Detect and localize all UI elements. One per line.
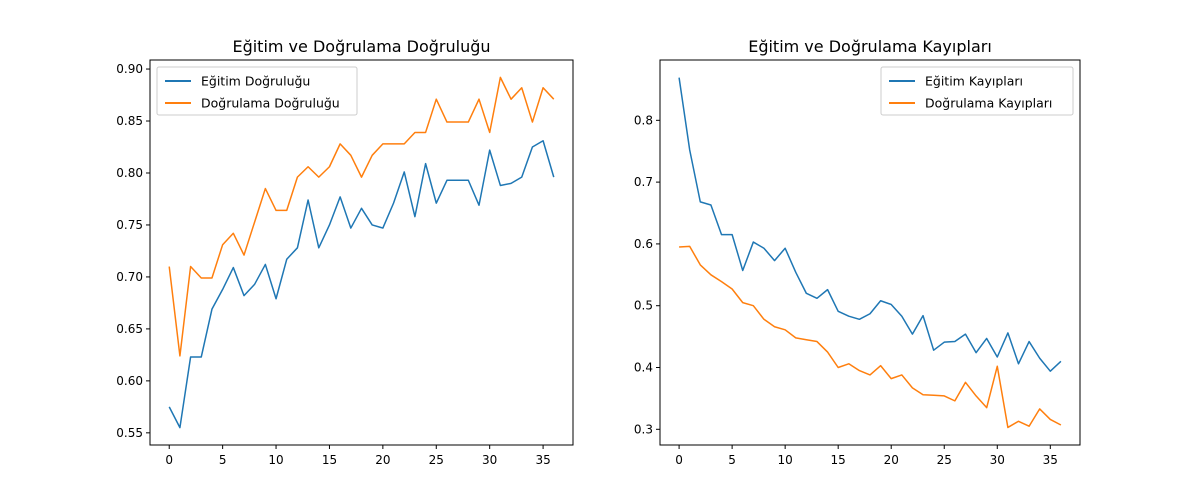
accuracy-ytick-label: 0.65 bbox=[116, 322, 143, 336]
loss-ytick-label: 0.5 bbox=[634, 299, 653, 313]
accuracy-ytick-label: 0.55 bbox=[116, 426, 143, 440]
accuracy-plot-frame bbox=[149, 59, 574, 446]
loss-xtick-label: 0 bbox=[675, 453, 683, 467]
loss-xtick-label: 25 bbox=[937, 453, 952, 467]
loss-ytick-label: 0.3 bbox=[634, 422, 653, 436]
accuracy-xtick-label: 15 bbox=[322, 453, 337, 467]
loss-xtick-label: 35 bbox=[1043, 453, 1058, 467]
accuracy-xtick-label: 0 bbox=[165, 453, 173, 467]
accuracy-ytick-label: 0.75 bbox=[116, 218, 143, 232]
loss-ytick-label: 0.4 bbox=[634, 361, 653, 375]
loss-xtick-label: 10 bbox=[778, 453, 793, 467]
loss-series-line-val bbox=[679, 245, 1062, 429]
accuracy-legend-label-train: Eğitim Doğruluğu bbox=[201, 74, 310, 89]
loss-series-layer bbox=[678, 77, 1062, 429]
accuracy-chart: Eğitim ve Doğrulama Doğruluğu 0 5 10 15 20 25… bbox=[116, 37, 574, 467]
loss-legend-box bbox=[880, 66, 1074, 116]
accuracy-legend: Eğitim Doğruluğu Doğrulama Doğruluğu bbox=[156, 66, 358, 116]
loss-series-line-train bbox=[678, 77, 1062, 372]
accuracy-xtick-label: 30 bbox=[482, 453, 497, 467]
accuracy-ytick-label: 0.90 bbox=[116, 62, 143, 76]
loss-axis-ticks: 0 5 10 15 20 25 30 35 0.3 0.4 0.5 0.6 0.7 0.8 bbox=[634, 113, 1058, 467]
accuracy-xtick-label: 10 bbox=[268, 453, 283, 467]
loss-ytick-label: 0.8 bbox=[634, 113, 653, 127]
loss-chart: Eğitim ve Doğrulama Kayıpları 0 5 10 15 20 25… bbox=[634, 37, 1081, 467]
loss-ytick-label: 0.7 bbox=[634, 175, 653, 189]
accuracy-axis-ticks: 0 5 10 15 20 25 30 35 0.55 0.60 0.65 0.70 0.75 0.80 0.… bbox=[116, 62, 550, 467]
accuracy-series-line-val bbox=[168, 76, 555, 357]
accuracy-series-line-train bbox=[168, 140, 555, 429]
loss-plot-frame bbox=[659, 59, 1081, 446]
accuracy-legend-label-val: Doğrulama Doğruluğu bbox=[201, 96, 340, 111]
loss-legend-label-train: Eğitim Kayıpları bbox=[925, 74, 1023, 89]
loss-chart-title: Eğitim ve Doğrulama Kayıpları bbox=[748, 37, 992, 56]
accuracy-xtick-label: 25 bbox=[429, 453, 444, 467]
loss-xtick-label: 20 bbox=[884, 453, 899, 467]
accuracy-ytick-label: 0.70 bbox=[116, 270, 143, 284]
loss-xtick-label: 5 bbox=[728, 453, 736, 467]
accuracy-chart-title: Eğitim ve Doğrulama Doğruluğu bbox=[232, 37, 490, 56]
loss-xtick-label: 30 bbox=[990, 453, 1005, 467]
accuracy-ytick-label: 0.60 bbox=[116, 374, 143, 388]
accuracy-legend-box bbox=[156, 66, 358, 116]
accuracy-xtick-label: 5 bbox=[219, 453, 227, 467]
accuracy-ytick-label: 0.85 bbox=[116, 114, 143, 128]
accuracy-series-layer bbox=[168, 76, 555, 429]
loss-legend-label-val: Doğrulama Kayıpları bbox=[925, 96, 1052, 111]
loss-xtick-label: 15 bbox=[831, 453, 846, 467]
loss-legend: Eğitim Kayıpları Doğrulama Kayıpları bbox=[880, 66, 1074, 116]
loss-ytick-label: 0.6 bbox=[634, 237, 653, 251]
accuracy-xtick-label: 35 bbox=[535, 453, 550, 467]
accuracy-ytick-label: 0.80 bbox=[116, 166, 143, 180]
accuracy-xtick-label: 20 bbox=[375, 453, 390, 467]
